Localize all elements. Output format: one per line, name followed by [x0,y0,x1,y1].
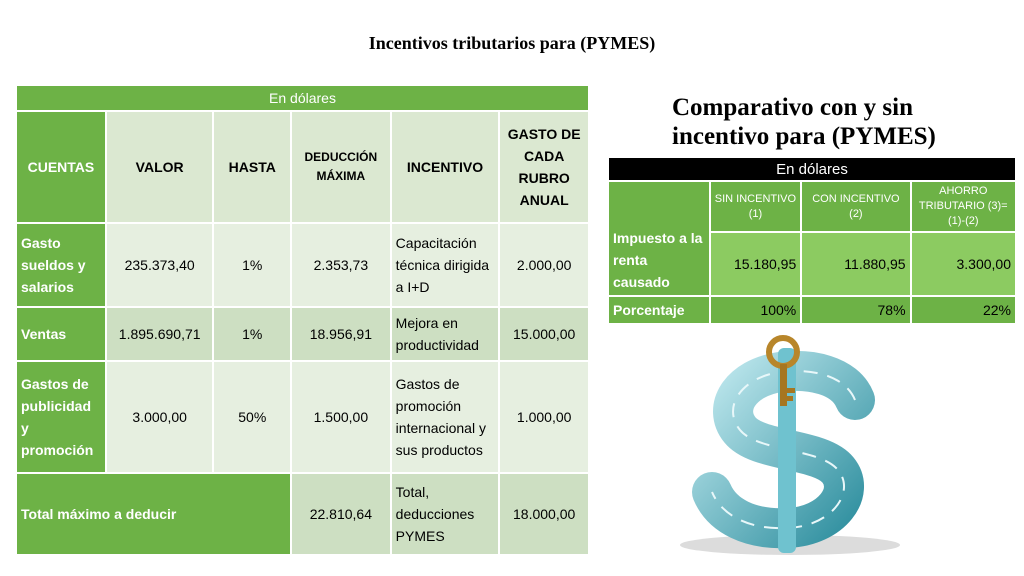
cell-sin-incentivo: 15.180,95 [708,231,803,297]
cell-valor: 235.373,40 [104,222,215,308]
cell-valor: 1.895.690,71 [104,306,215,362]
table-band: En dólares [15,84,590,112]
cell-pct-sin: 100% [708,295,803,325]
col-header-hasta: HASTA [212,110,293,224]
table-row: Ventas 1.895.690,71 1% 18.956,91 Mejora … [15,306,590,362]
comparison-band: En dólares [607,156,1017,182]
total-label: Total máximo a deducir [14,472,293,556]
col-header-valor: VALOR [104,110,215,224]
cell-incentivo: Capacitación técnica dirigida a I+D [389,222,501,308]
comparison-title: Comparativo con y sin incentivo para (PY… [672,94,936,150]
col-header-gasto: GASTO DE CADA RUBRO ANUAL [498,110,590,224]
total-incentivo: Total, deducciones PYMES [389,472,501,556]
table-row: Gasto sueldos y salarios 235.373,40 1% 2… [15,222,590,308]
slide-title: Incentivos tributarios para (PYMES) [368,33,656,53]
comparison-table: En dólares Impuesto a la renta causado S… [607,156,1018,325]
cell-hasta: 50% [212,360,293,474]
cell-ahorro: 3.300,00 [909,231,1018,297]
row-label-porcentaje: Porcentaje [607,295,711,325]
row-label-impuesto: Impuesto a la renta causado [607,180,711,297]
table-row: Gastos de publicidad y promoción 3.000,0… [15,360,590,474]
cell-con-incentivo: 11.880,95 [800,231,912,297]
cell-incentivo: Mejora en productividad [389,306,501,362]
cell-gasto: 15.000,00 [498,306,590,362]
cell-deduccion: 2.353,73 [290,222,392,308]
col-header-sin-incentivo: SIN INCENTIVO (1) [708,180,803,233]
col-header-ahorro: AHORRO TRIBUTARIO (3)=(1)-(2) [909,180,1018,233]
cell-hasta: 1% [212,222,293,308]
cell-hasta: 1% [212,306,293,362]
row-label: Gasto sueldos y salarios [15,222,107,308]
total-gasto: 18.000,00 [498,472,590,556]
cell-valor: 3.000,00 [104,360,215,474]
cell-gasto: 1.000,00 [498,360,590,474]
table-row: Porcentaje 100% 78% 22% [607,295,1018,325]
cell-deduccion: 1.500,00 [290,360,392,474]
dollar-puzzle-key-icon [660,330,920,560]
row-label: Gastos de publicidad y promoción [15,360,107,474]
col-header-incentivo: INCENTIVO [389,110,501,224]
cell-incentivo: Gastos de promoción internacional y sus … [389,360,501,474]
cell-deduccion: 18.956,91 [290,306,392,362]
row-label: Ventas [15,306,107,362]
table-row: 15.180,95 11.880,95 3.300,00 [608,231,1018,297]
col-header-deduccion: DEDUCCIÓN MÁXIMA [290,110,392,224]
col-header-cuentas: CUENTAS [15,110,107,224]
cell-pct-con: 78% [800,295,912,325]
total-deduccion: 22.810,64 [290,472,392,556]
cell-gasto: 2.000,00 [498,222,590,308]
col-header-con-incentivo: CON INCENTIVO (2) [800,180,912,233]
total-row: Total máximo a deducir 22.810,64 Total, … [14,472,590,556]
incentives-table: En dólares CUENTAS VALOR HASTA DEDUCCIÓN… [14,84,590,556]
cell-pct-ahorro: 22% [909,295,1018,325]
